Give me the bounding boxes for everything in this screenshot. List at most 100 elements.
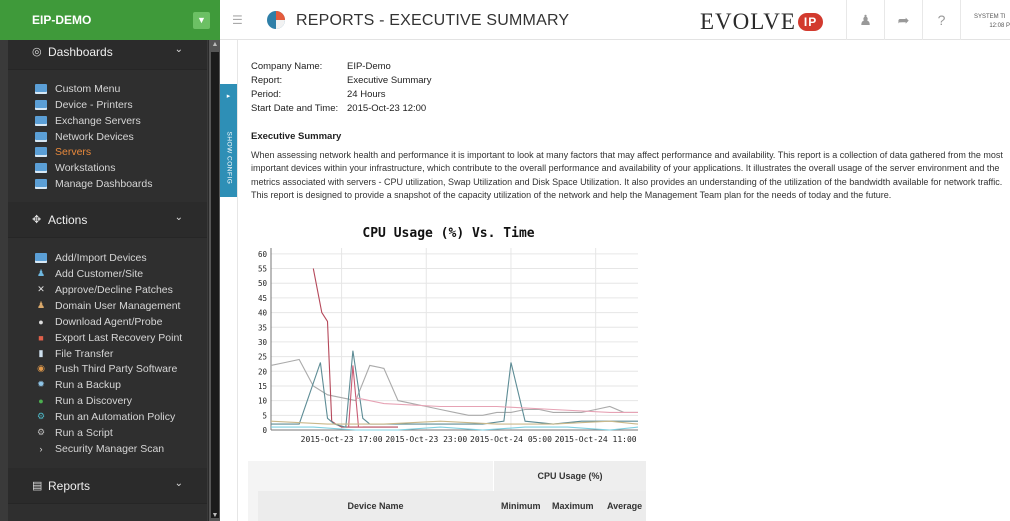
y-tick-label: 25	[258, 353, 267, 362]
chevron-down-icon[interactable]: ⌄	[174, 44, 183, 55]
series-line-6	[355, 397, 638, 413]
sidebar-item-download-agent-probe[interactable]: ● Download Agent/Probe	[35, 314, 162, 329]
sidebar-item-add-import-devices[interactable]: Add/Import Devices	[35, 250, 147, 265]
sidebar-item-run-an-automation-policy[interactable]: ⚙ Run an Automation Policy	[35, 409, 175, 424]
sidebar-item-run-a-script[interactable]: ⚙ Run a Script	[35, 425, 113, 440]
y-tick-label: 10	[258, 397, 268, 406]
monitor-icon	[35, 99, 47, 110]
sidebar-item-label: File Transfer	[55, 347, 114, 360]
meta-row: Start Date and Time: 2015-Oct-23 12:00	[251, 103, 427, 114]
sidebar-item-exchange-servers[interactable]: Exchange Servers	[35, 113, 141, 128]
sidebar-item-label: Servers	[55, 145, 92, 158]
sidebar-item-file-transfer[interactable]: ▮ File Transfer	[35, 346, 114, 361]
column-maximum[interactable]: Maximum	[552, 501, 594, 511]
user-icon: ♟	[36, 300, 46, 310]
sidebar-scrollbar[interactable]: ▲ ▼	[208, 40, 220, 521]
sidebar-item-approve-decline-patches[interactable]: ✕ Approve/Decline Patches	[35, 282, 173, 297]
add-device-icon	[35, 252, 47, 263]
y-tick-label: 45	[258, 294, 267, 303]
x-tick-label: 2015-Oct-23 23:00	[385, 435, 467, 444]
chevron-down-icon[interactable]: ▼	[193, 11, 210, 29]
column-device-name[interactable]: Device Name	[347, 501, 404, 511]
logout-icon[interactable]: ➦	[884, 0, 922, 40]
customer-selector[interactable]: EIP-DEMO ▼	[0, 0, 220, 40]
report-pie-icon	[267, 11, 285, 29]
sidebar-item-workstations[interactable]: Workstations	[35, 160, 116, 175]
show-config-tab[interactable]: ▸ SHOW CONFIG	[220, 84, 237, 197]
sidebar-item-label: Add/Import Devices	[55, 251, 147, 264]
series-line-4	[271, 426, 639, 431]
sidebar-item-security-manager-scan[interactable]: › Security Manager Scan	[35, 441, 165, 456]
sidebar-item-network-devices[interactable]: Network Devices	[35, 129, 134, 144]
monitor-icon	[35, 162, 47, 173]
sidebar-item-label: Network Devices	[55, 130, 134, 143]
sidebar-item-device-printers[interactable]: Device - Printers	[35, 97, 133, 112]
sidebar-item-run-a-backup[interactable]: ✹ Run a Backup	[35, 377, 121, 392]
scrollbar-thumb[interactable]	[211, 52, 219, 518]
menu-toggle-icon[interactable]: ☰	[232, 13, 243, 27]
sidebar-item-label: Manage Dashboards	[55, 177, 153, 190]
sidebar-item-domain-user-management[interactable]: ♟ Domain User Management	[35, 298, 181, 313]
automation-icon: ⚙	[36, 411, 46, 421]
chart-title: CPU Usage (%) Vs. Time	[362, 226, 534, 241]
user-icon[interactable]: ♟	[846, 0, 884, 40]
customer-name: EIP-DEMO	[32, 13, 92, 27]
y-tick-label: 60	[258, 250, 268, 259]
y-tick-label: 20	[258, 367, 268, 376]
sidebar-item-label: Run a Backup	[55, 378, 121, 391]
column-minimum[interactable]: Minimum	[501, 501, 541, 511]
sidebar: EIP-DEMO ▼ ◎ Dashboards ⌄ Custom Menu De…	[0, 0, 220, 521]
table-header-blank	[248, 461, 493, 491]
sidebar-item-label: Run a Script	[55, 426, 113, 439]
sidebar-item-label: Exchange Servers	[55, 114, 141, 127]
download-icon: ●	[38, 316, 44, 327]
patch-icon: ✕	[37, 284, 45, 294]
export-icon: ■	[38, 332, 44, 343]
monitor-icon	[35, 83, 47, 94]
column-average[interactable]: Average	[607, 501, 643, 511]
section-dashboards[interactable]: ◎ Dashboards ⌄	[8, 40, 207, 70]
help-icon[interactable]: ?	[922, 0, 960, 40]
sidebar-item-manage-dashboards[interactable]: Manage Dashboards	[35, 176, 152, 191]
sidebar-item-label: Custom Menu	[55, 82, 121, 95]
scroll-down-icon[interactable]: ▼	[211, 512, 219, 519]
show-config-label: SHOW CONFIG	[225, 131, 233, 185]
y-tick-label: 40	[258, 309, 268, 318]
chevron-right-icon: ›	[39, 443, 43, 454]
sidebar-item-push-third-party-software[interactable]: ◉ Push Third Party Software	[35, 361, 177, 376]
sidebar-item-label: Push Third Party Software	[55, 362, 178, 375]
divider	[237, 40, 238, 521]
script-icon: ⚙	[36, 427, 46, 437]
monitor-icon	[35, 146, 47, 157]
sidebar-item-run-a-discovery[interactable]: ● Run a Discovery	[35, 393, 132, 408]
y-tick-label: 5	[262, 411, 267, 420]
x-tick-label: 2015-Oct-24 11:00	[555, 435, 637, 444]
sidebar-item-label: Workstations	[55, 161, 116, 174]
sidebar-item-custom-menu[interactable]: Custom Menu	[35, 81, 120, 96]
sidebar-item-label: Add Customer/Site	[55, 267, 144, 280]
cpu-usage-table: CPU Usage (%) Device Name Minimum Maximu…	[248, 461, 646, 521]
report-meta: Company Name: EIP-Demo Report: Executive S…	[251, 61, 431, 117]
discovery-icon: ●	[38, 395, 44, 406]
section-title: Dashboards	[48, 44, 113, 59]
sidebar-item-export-last-recovery-point[interactable]: ■ Export Last Recovery Point	[35, 330, 182, 345]
sidebar-menu: ◎ Dashboards ⌄ Custom Menu Device - Prin…	[8, 40, 207, 521]
series-line-3	[348, 365, 363, 428]
series-line-0	[270, 358, 638, 416]
evolve-ip-logo: EVOLVE IP	[700, 9, 824, 35]
monitor-icon	[35, 131, 47, 142]
section-title: Actions	[48, 212, 88, 227]
chevron-down-icon[interactable]: ⌄	[174, 478, 183, 489]
sidebar-item-add-customer-site[interactable]: ♟ Add Customer/Site	[35, 266, 143, 281]
section-reports[interactable]: ▤ Reports ⌄	[8, 468, 207, 504]
sidebar-item-label: Run a Discovery	[55, 394, 133, 407]
sidebar-item-servers[interactable]: Servers	[35, 144, 91, 159]
x-tick-label: 2015-Oct-23 17:00	[301, 435, 383, 444]
y-tick-label: 30	[258, 338, 268, 347]
dashboard-icon: ◎	[32, 46, 42, 58]
chevron-down-icon[interactable]: ⌄	[174, 212, 183, 223]
section-actions[interactable]: ✥ Actions ⌄	[8, 202, 207, 238]
meta-row: Report: Executive Summary	[251, 75, 432, 86]
scroll-up-icon[interactable]: ▲	[211, 41, 219, 48]
summary-title: Executive Summary	[251, 131, 342, 142]
